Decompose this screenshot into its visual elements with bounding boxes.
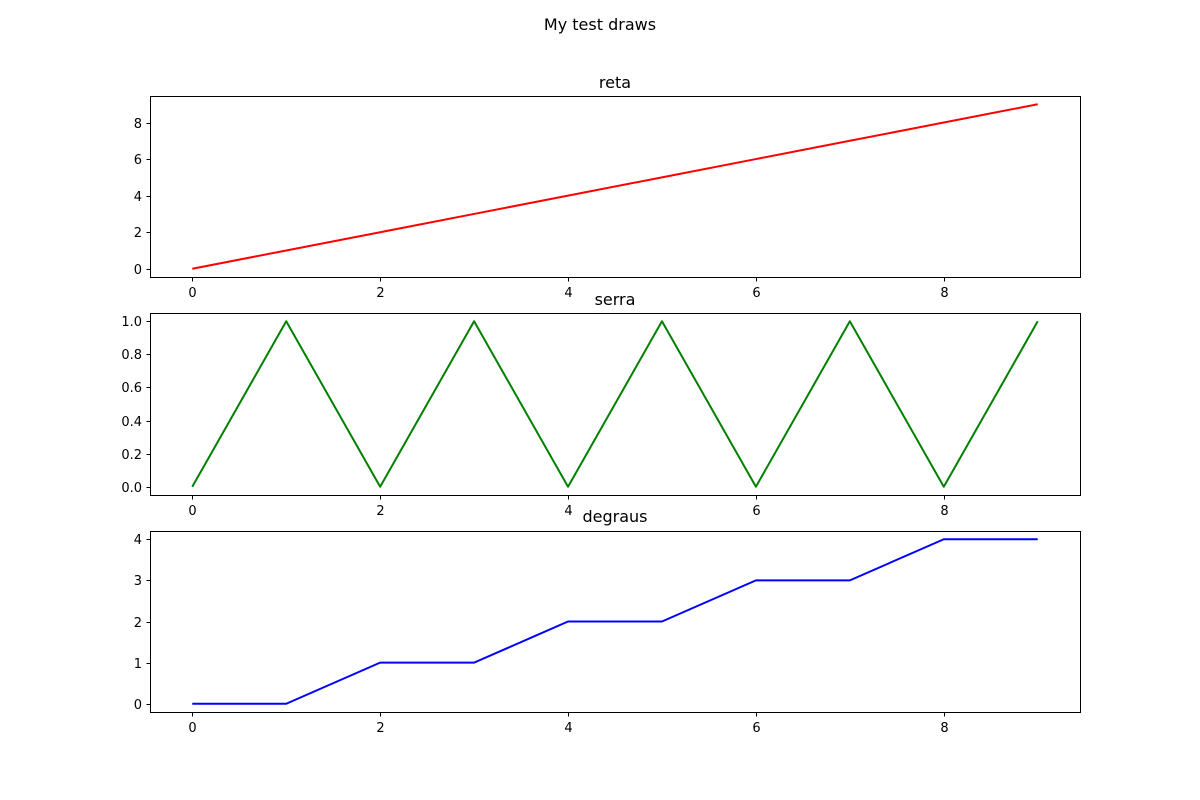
x-tick-label: 2 <box>376 721 384 736</box>
subplot-reta: 0 2 4 6 8 0 2 4 6 8 reta <box>134 73 1081 301</box>
subplot-degraus: 0 2 4 6 8 0 1 2 3 4 degraus <box>134 507 1081 736</box>
x-tick-label: 2 <box>376 504 384 519</box>
x-tick-label: 4 <box>564 286 572 301</box>
subplot-title: reta <box>599 73 631 92</box>
y-tick-label: 1 <box>134 657 142 672</box>
y-tick-label: 4 <box>134 533 142 548</box>
series-line <box>192 103 1038 270</box>
x-tick-label: 0 <box>188 504 196 519</box>
series-line <box>191 320 1039 488</box>
y-tick-label: 1.0 <box>121 315 142 330</box>
axes-frame <box>150 313 1081 496</box>
y-tick-label: 0.2 <box>121 448 142 463</box>
x-tick-label: 2 <box>376 286 384 301</box>
y-tick-label: 0 <box>134 263 142 278</box>
subplot-serra: 0 2 4 6 8 0.0 0.2 0.4 0.6 0.8 1.0 serra <box>121 290 1081 519</box>
x-tick-label: 8 <box>940 721 948 736</box>
y-tick-label: 0.0 <box>121 481 142 496</box>
x-tick-label: 6 <box>752 504 760 519</box>
y-tick-label: 0 <box>134 698 142 713</box>
x-tick-label: 6 <box>752 721 760 736</box>
x-tick-label: 6 <box>752 286 760 301</box>
y-tick-label: 0.4 <box>121 415 142 430</box>
x-tick-label: 4 <box>564 504 572 519</box>
axes-frame <box>150 96 1081 278</box>
subplot-title: serra <box>595 290 636 309</box>
subplot-title: degraus <box>582 507 647 526</box>
y-tick-label: 0.6 <box>121 381 142 396</box>
y-tick-label: 0.8 <box>121 348 142 363</box>
x-tick-label: 4 <box>564 721 572 736</box>
y-tick-label: 2 <box>134 226 142 241</box>
y-tick-label: 3 <box>134 574 142 589</box>
y-tick-label: 8 <box>134 117 142 132</box>
y-tick-label: 2 <box>134 616 142 631</box>
x-tick-label: 8 <box>940 504 948 519</box>
x-tick-label: 0 <box>188 721 196 736</box>
y-tick-label: 4 <box>134 190 142 205</box>
x-tick-label: 8 <box>940 286 948 301</box>
x-tick-label: 0 <box>188 286 196 301</box>
figure-suptitle: My test draws <box>544 15 656 34</box>
series-line <box>192 538 1038 705</box>
y-tick-label: 6 <box>134 153 142 168</box>
